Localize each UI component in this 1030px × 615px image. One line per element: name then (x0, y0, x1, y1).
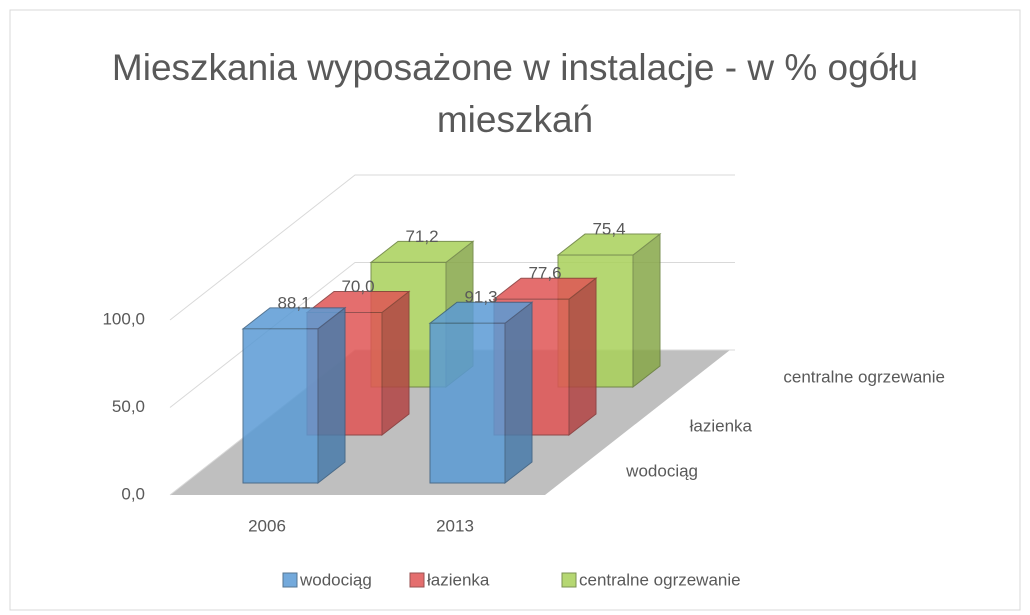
value-label: 71,2 (405, 227, 438, 246)
bar-front (242, 328, 319, 484)
grid-line (169, 174, 735, 321)
bar (428, 301, 534, 485)
value-label: 75,4 (592, 220, 625, 239)
legend-swatch (409, 572, 425, 588)
bar-side (632, 233, 661, 389)
bar (241, 306, 347, 485)
legend-label: wodociąg (299, 570, 372, 589)
value-label: 88,1 (277, 293, 310, 312)
x-tick-label: 2013 (436, 516, 474, 535)
bar-front (429, 322, 506, 484)
value-label: 77,6 (528, 264, 561, 283)
legend-swatch (282, 572, 298, 588)
bar-side (504, 301, 533, 485)
bar-side (381, 290, 410, 437)
depth-label: łazienka (690, 416, 753, 435)
bar-side (568, 277, 597, 437)
y-tick-label: 50,0 (112, 397, 145, 416)
value-label: 91,3 (464, 288, 497, 307)
depth-label: centralne ogrzewanie (783, 367, 945, 386)
x-tick-label: 2006 (248, 516, 286, 535)
bar-side (317, 306, 346, 485)
legend-label: centralne ogrzewanie (579, 570, 741, 589)
depth-label: wodociąg (625, 461, 698, 480)
value-label: 70,0 (341, 277, 374, 296)
chart-title: Mieszkania wyposażone w instalacje - w %… (111, 47, 919, 140)
legend-label: łazienka (427, 570, 490, 589)
y-tick-label: 0,0 (121, 484, 145, 503)
legend-swatch (561, 572, 577, 588)
y-tick-label: 100,0 (102, 309, 145, 328)
